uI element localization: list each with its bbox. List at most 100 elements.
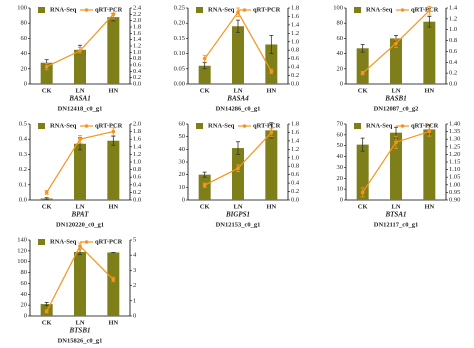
y2-tick-label: 1.15 [449,158,460,165]
y-tick-label: 30 [337,164,344,171]
transcript-label: DN12418_c0_g1 [58,105,103,112]
y2-tick-label: 2.4 [133,4,142,11]
x-tick-label: LN [75,203,84,210]
legend-swatch [38,239,45,245]
gene-label: BASB1 [384,95,406,103]
error-bar [269,127,274,138]
legend-swatch [38,123,45,129]
legend-swatch [354,123,361,129]
bar [265,44,278,84]
y-tick-label: 0.15 [174,35,185,42]
error-bar [44,190,49,195]
x-tick-label: HN [424,203,434,210]
y2-tick-label: 0.8 [449,37,457,44]
y-tick-label: 60 [21,280,28,287]
bar [390,38,402,84]
transcript-label: DN12153_c0_g1 [216,221,261,228]
legend-swatch [38,7,45,13]
y2-tick-label: 0.4 [449,59,458,66]
y-tick-label: 0 [24,80,27,87]
y2-tick-label: 0.6 [133,61,142,68]
bar [74,251,86,316]
x-tick-label: LN [75,319,84,326]
y-tick-label: 0.4 [19,136,28,143]
y-tick-label: 20 [21,65,28,72]
y2-tick-label: 2.0 [133,17,141,24]
y2-tick-label: 1.0 [291,154,299,161]
x-tick-label: HN [266,203,276,210]
y-tick-label: 0.3 [19,151,27,158]
y2-tick-label: 1.4 [291,21,300,28]
y2-tick-label: 0.6 [449,48,458,55]
error-bar [236,141,240,155]
y2-tick-label: 1.35 [449,128,460,135]
panel: 0.00.10.20.30.40.50.00.20.40.60.81.01.21… [19,120,142,228]
legend-swatch [400,124,405,128]
y2-tick-label: 0.0 [291,196,299,203]
y-tick-label: 40 [179,146,186,153]
gene-label: BASA4 [226,95,249,103]
transcript-label: DN12087_c0_g2 [374,105,419,112]
legend-swatch [354,7,361,13]
y-tick-label: 0 [340,196,343,203]
y2-tick-label: 0.2 [291,188,299,195]
y-tick-label: 0.5 [19,120,27,127]
error-bar [236,19,240,33]
gene-label: BASA1 [68,95,90,103]
y2-tick-label: 2 [133,282,136,289]
legend-label: qRT-PCR [253,122,281,129]
error-bar [427,126,432,137]
y2-tick-label: 0.6 [133,174,142,181]
y2-tick-label: 1.2 [133,151,141,158]
error-bar [78,47,82,55]
bar [40,62,53,84]
y2-tick-label: 0.6 [291,55,300,62]
y2-tick-label: 1.25 [449,143,460,150]
y2-tick-label: 1.8 [133,23,141,30]
y2-tick-label: 1.10 [449,166,460,173]
y-tick-label: 20 [337,175,344,182]
y2-tick-label: 0.2 [291,72,299,79]
y2-tick-label: 0.0 [133,80,141,87]
y2-tick-label: 1.2 [449,15,457,22]
legend-label: qRT-PCR [95,6,123,13]
y-tick-label: 60 [21,35,28,42]
y2-tick-label: 5 [133,236,136,243]
y-tick-label: 40 [337,50,344,57]
bar [107,140,120,200]
y-tick-label: 140 [17,236,27,243]
y2-tick-label: 1.6 [133,30,142,37]
error-bar [236,164,240,173]
y2-tick-label: 1.0 [291,38,299,45]
y2-tick-label: 0.4 [291,180,300,187]
y2-tick-label: 0 [133,312,136,319]
error-bar [360,187,365,198]
y-tick-label: 40 [21,291,28,298]
error-bar [78,242,82,250]
x-tick-label: CK [358,87,368,94]
y-tick-label: 80 [21,20,28,27]
y2-tick-label: 2.0 [133,120,141,127]
panel: 0 20 40 60 80 100 120 140 0 1 2 3 4 5 CK LN HN BTSB1 DN158… [17,236,137,344]
y-tick-label: 50 [337,142,344,149]
y-tick-label: 0 [24,312,27,319]
error-bar [394,135,398,149]
error-bar [427,15,432,28]
y2-tick-label: 1.00 [449,181,460,188]
legend-swatch [84,124,89,128]
bar [232,26,244,85]
x-tick-label: LN [391,87,400,94]
bar [198,65,211,84]
y2-tick-label: 3 [133,267,136,274]
x-tick-label: CK [42,87,52,94]
y2-tick-label: 1.6 [291,129,300,136]
y2-tick-label: 1.4 [291,137,300,144]
error-bar [111,127,116,136]
gene-label: BIGPS1 [225,211,250,219]
y2-tick-label: 0.6 [291,171,300,178]
error-bar [78,134,82,144]
error-bar [236,7,240,17]
error-bar [111,135,116,146]
y-tick-label: 80 [21,269,28,276]
error-bar [44,197,49,200]
